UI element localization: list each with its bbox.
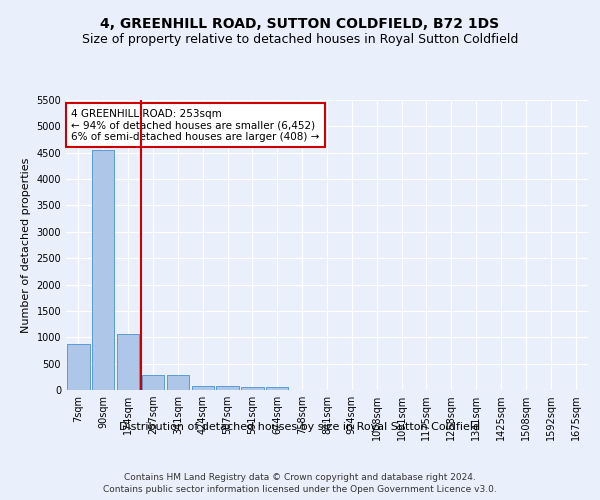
Bar [142,374,164,390]
Bar [67,344,89,390]
Text: 4, GREENHILL ROAD, SUTTON COLDFIELD, B72 1DS: 4, GREENHILL ROAD, SUTTON COLDFIELD, B72… [100,18,500,32]
Bar [217,386,239,390]
Bar [191,386,214,390]
Bar [241,387,263,390]
Bar [266,388,289,390]
Y-axis label: Number of detached properties: Number of detached properties [21,158,31,332]
Text: Distribution of detached houses by size in Royal Sutton Coldfield: Distribution of detached houses by size … [119,422,481,432]
Bar [92,150,115,390]
Text: 4 GREENHILL ROAD: 253sqm
← 94% of detached houses are smaller (6,452)
6% of semi: 4 GREENHILL ROAD: 253sqm ← 94% of detach… [71,108,320,142]
Bar [117,334,139,390]
Text: Size of property relative to detached houses in Royal Sutton Coldfield: Size of property relative to detached ho… [82,32,518,46]
Text: Contains public sector information licensed under the Open Government Licence v3: Contains public sector information licen… [103,485,497,494]
Text: Contains HM Land Registry data © Crown copyright and database right 2024.: Contains HM Land Registry data © Crown c… [124,472,476,482]
Bar [167,374,189,390]
